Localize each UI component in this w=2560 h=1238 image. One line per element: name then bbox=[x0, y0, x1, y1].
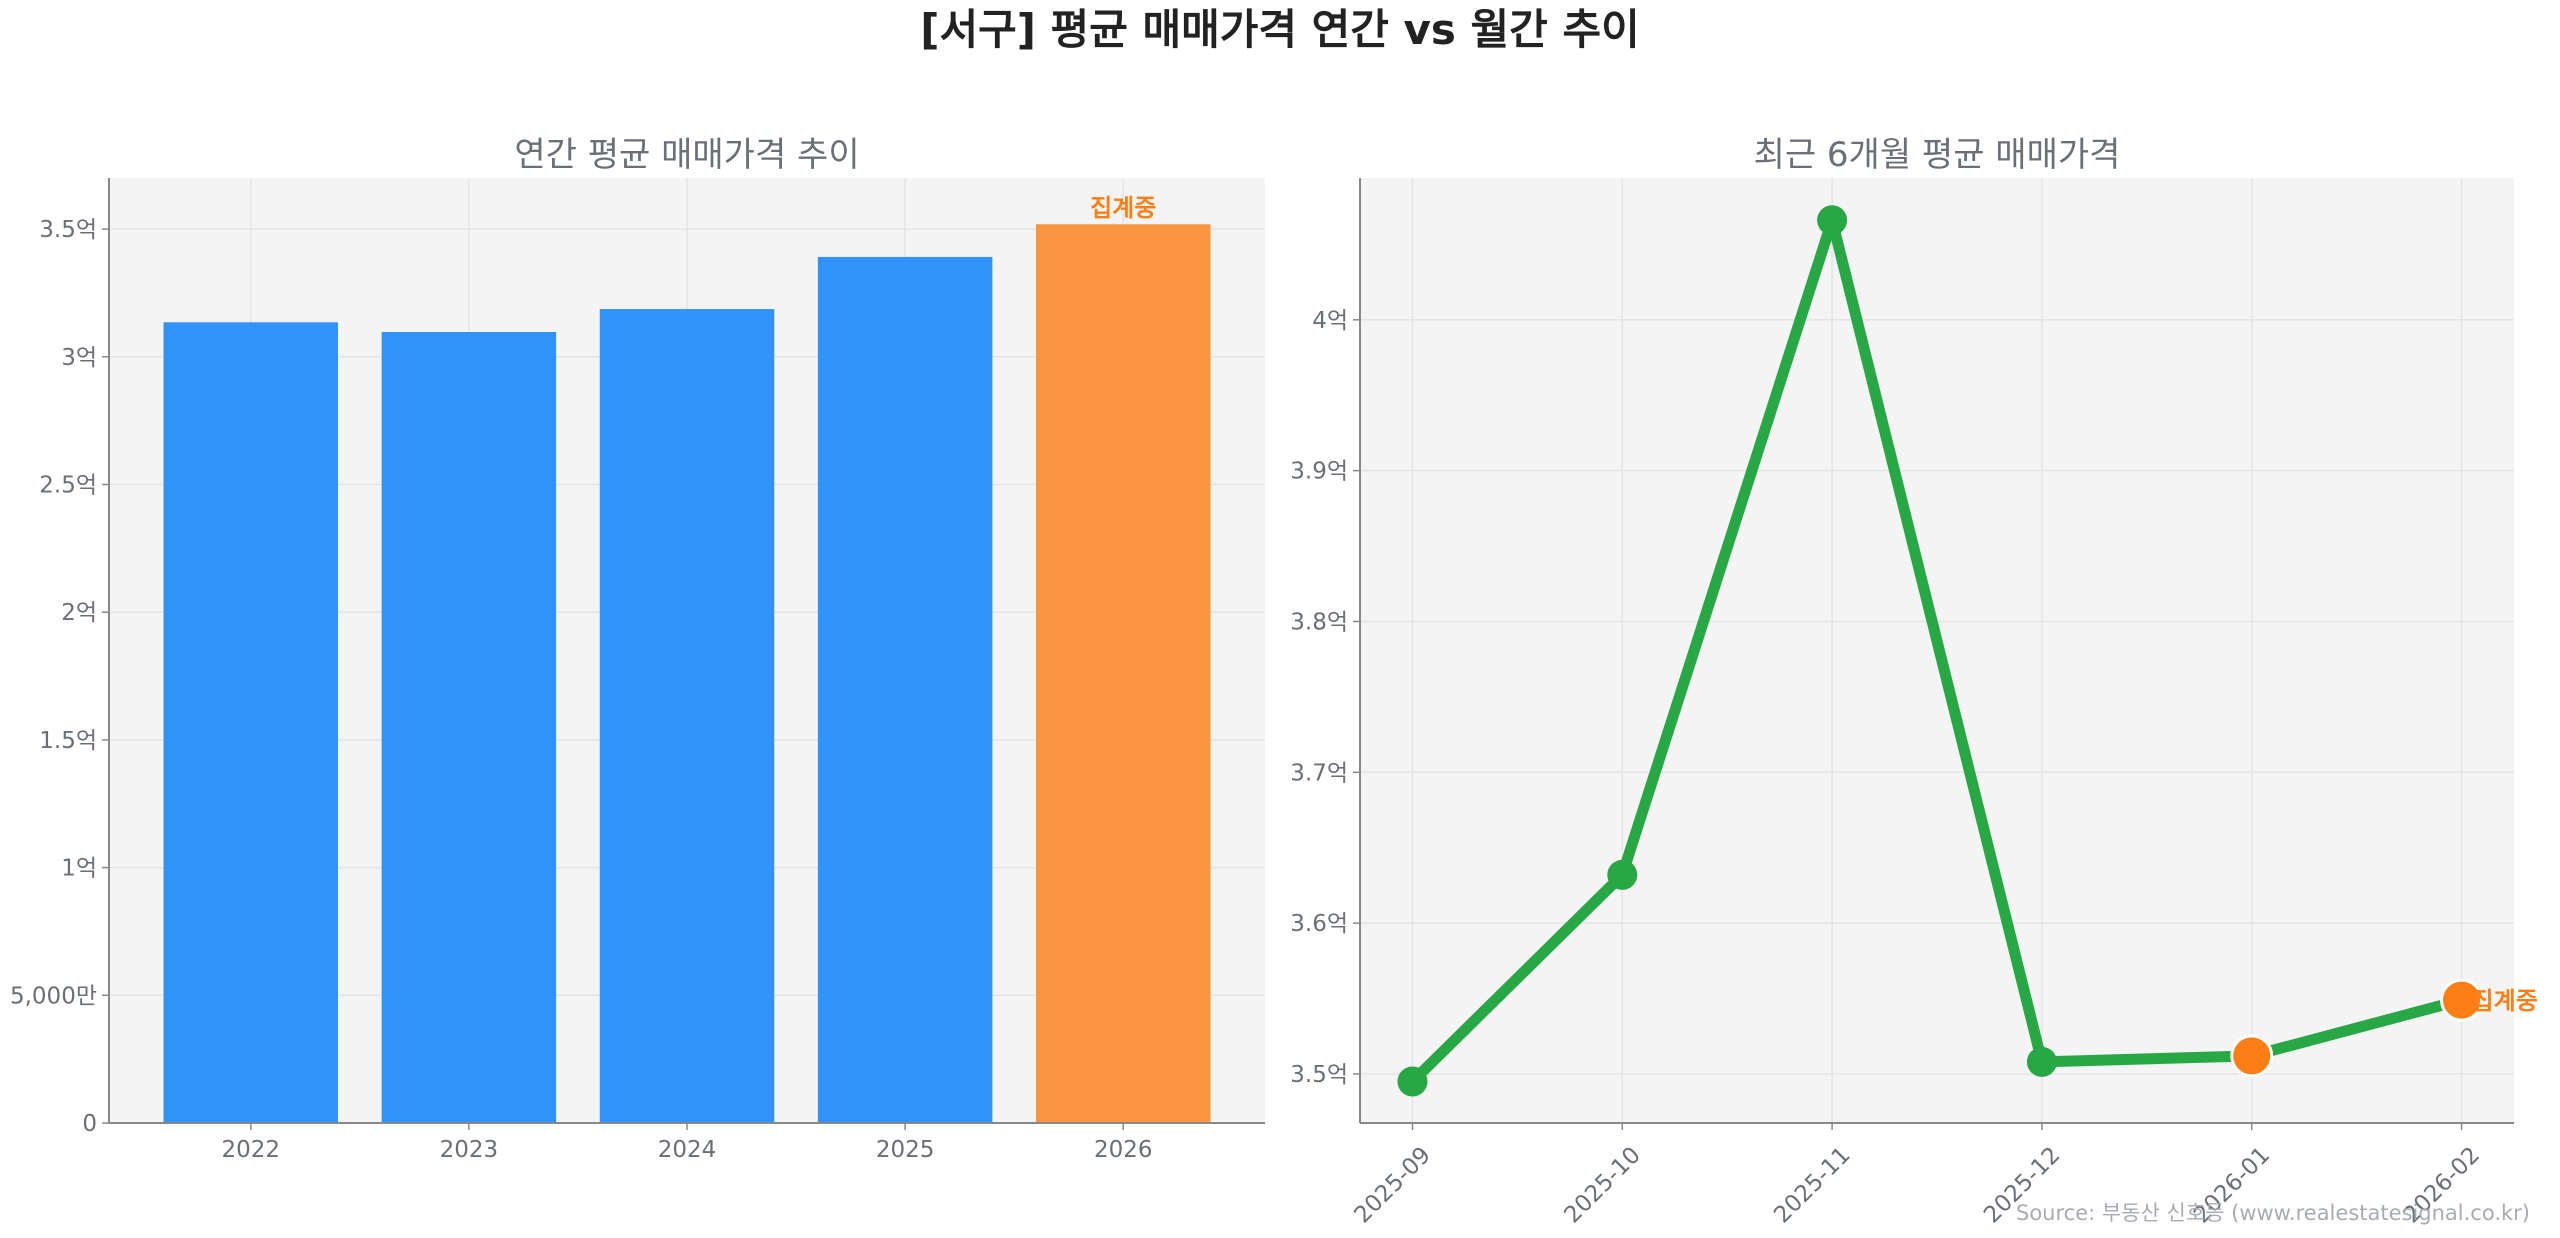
y-tick-label: 1억 bbox=[61, 856, 97, 882]
data-point-2025-10 bbox=[1607, 859, 1638, 890]
y-tick-label: 2억 bbox=[61, 600, 97, 626]
partial-annotation: 집계중 bbox=[1090, 194, 1156, 222]
y-tick-label: 3.5억 bbox=[39, 217, 97, 243]
bar-chart-title: 연간 평균 매매가격 추이 bbox=[514, 135, 859, 175]
x-tick-label: 2022 bbox=[222, 1137, 281, 1163]
y-tick-label: 3억 bbox=[61, 345, 97, 371]
x-tick-label: 2025 bbox=[876, 1137, 935, 1163]
bar-chart: 0 5,000만 1억 1.5억 2억 2.5억 3억 3.5억 2022 2023 2024 202… bbox=[10, 178, 1265, 1163]
x-tick-label: 2025-11 bbox=[1769, 1142, 1855, 1228]
x-tick-label: 2025-10 bbox=[1559, 1142, 1645, 1228]
y-tick-label: 3.6억 bbox=[1290, 911, 1348, 937]
x-tick-label: 2023 bbox=[440, 1137, 499, 1163]
y-tick-label: 0 bbox=[82, 1111, 97, 1137]
data-point-2026-01 bbox=[2230, 1034, 2274, 1078]
data-point-2025-09 bbox=[1397, 1066, 1428, 1097]
y-tick-label: 2.5억 bbox=[39, 472, 97, 498]
partial-annotation: 집계중 bbox=[2472, 987, 2538, 1015]
x-tick-label: 2025-09 bbox=[1350, 1142, 1436, 1228]
y-tick-label: 5,000만 bbox=[10, 983, 97, 1009]
line-chart-title: 최근 6개월 평균 매매가격 bbox=[1754, 135, 2121, 175]
bar-2022 bbox=[163, 322, 339, 1123]
bar-2025 bbox=[817, 256, 993, 1123]
y-tick-label: 4억 bbox=[1312, 308, 1348, 334]
data-point-2026-02 bbox=[2440, 978, 2484, 1022]
series-line bbox=[1408, 214, 2463, 1086]
y-tick-label: 3.7억 bbox=[1290, 760, 1348, 786]
x-tick-label: 2024 bbox=[658, 1137, 717, 1163]
y-tick-label: 3.9억 bbox=[1290, 459, 1348, 485]
source-note: Source: 부동산 신호등 (www.realestatesignal.co… bbox=[2016, 1201, 2530, 1225]
bar-2024 bbox=[599, 309, 775, 1124]
bar-2023 bbox=[381, 332, 557, 1123]
y-tick-label: 3.8억 bbox=[1290, 609, 1348, 635]
line-chart: 2025-09 2025-10 2025-11 2025-12 2026-01 2026-… bbox=[1290, 178, 2538, 1229]
data-point-2025-11 bbox=[1817, 205, 1848, 236]
y-tick-label: 3.5억 bbox=[1290, 1062, 1348, 1088]
y-tick-label: 1.5억 bbox=[39, 728, 97, 754]
x-tick-label: 2026 bbox=[1094, 1137, 1153, 1163]
figure-title: [서구] 평균 매매가격 연간 vs 월간 추이 bbox=[920, 5, 1639, 54]
data-point-2025-12 bbox=[2026, 1046, 2057, 1077]
bar-2026 bbox=[1035, 224, 1211, 1123]
